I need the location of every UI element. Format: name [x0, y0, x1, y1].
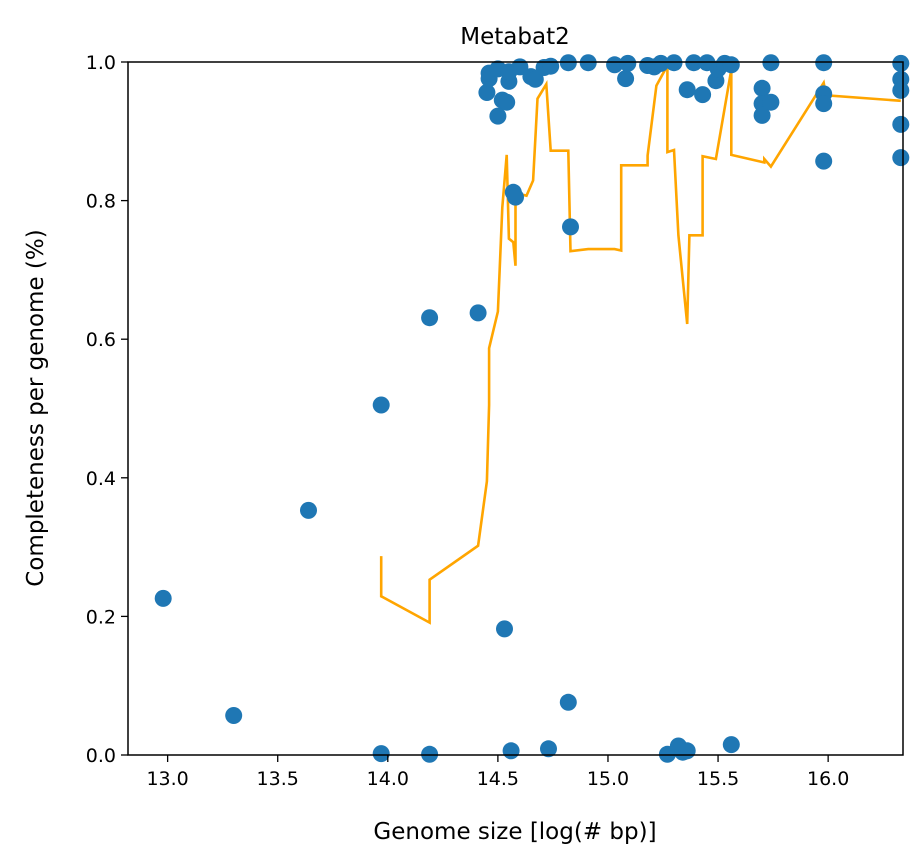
x-tick-label: 13.0 — [146, 768, 188, 790]
scatter-point — [498, 93, 516, 111]
scatter-point — [892, 54, 910, 72]
scatter-point — [478, 84, 496, 101]
trend-line — [379, 64, 901, 625]
scatter-point — [678, 742, 696, 760]
scatter-point — [526, 70, 544, 88]
y-tick-label: 0.8 — [86, 191, 116, 213]
scatter-point — [606, 56, 624, 74]
scatter-point — [753, 106, 771, 124]
y-axis: 0.0 0.2 0.4 0.6 0.8 1.0 — [86, 52, 128, 767]
x-tick-label: 15.5 — [697, 768, 739, 790]
scatter-point — [652, 54, 670, 72]
scatter-point — [225, 707, 243, 724]
scatter-point — [678, 81, 696, 99]
scatter-point — [892, 81, 910, 99]
scatter-point — [542, 57, 560, 75]
scatter-point — [496, 620, 513, 638]
scatter-point — [694, 86, 712, 104]
y-tick-label: 0.6 — [86, 329, 116, 351]
scatter-point — [421, 309, 439, 327]
y-tick-label: 0.0 — [86, 745, 116, 767]
scatter-point — [762, 93, 780, 111]
scatter-point — [722, 736, 740, 754]
y-tick-label: 0.2 — [86, 606, 116, 628]
scatter-point — [502, 742, 520, 760]
x-tick-label: 16.0 — [807, 768, 849, 790]
x-tick-label: 13.5 — [257, 768, 299, 790]
scatter-point — [154, 589, 172, 607]
scatter-point — [489, 107, 507, 125]
scatter-point — [540, 740, 557, 758]
scatter-point — [372, 396, 390, 414]
scatter-point — [892, 115, 910, 133]
x-axis-title: Genome size [log(# bp)] — [373, 819, 656, 845]
scatter-point — [562, 218, 579, 236]
x-tick-label: 15.0 — [587, 768, 629, 790]
scatter-point — [815, 95, 833, 113]
scatter-point — [559, 693, 577, 711]
y-axis-title: Completeness per genome (%) — [23, 229, 49, 586]
y-tick-label: 1.0 — [86, 52, 116, 74]
scatter-point — [617, 70, 635, 88]
data-layer — [154, 54, 910, 763]
scatter-point — [469, 304, 487, 322]
scatter-point — [372, 745, 390, 763]
x-tick-label: 14.5 — [477, 768, 519, 790]
scatter-point — [619, 54, 637, 72]
scatter-point — [892, 149, 910, 167]
x-tick-label: 14.0 — [367, 768, 409, 790]
x-axis: 13.0 13.5 14.0 14.5 15.0 15.5 16.0 — [146, 755, 849, 790]
axes-frame — [127, 61, 904, 756]
chart-title: Metabat2 — [460, 24, 569, 50]
scatter-point — [300, 501, 317, 519]
scatter-point — [722, 56, 740, 74]
scatter-point — [815, 152, 833, 170]
scatter-point — [507, 188, 524, 206]
scatter-point — [753, 79, 771, 97]
y-tick-label: 0.4 — [86, 468, 116, 490]
